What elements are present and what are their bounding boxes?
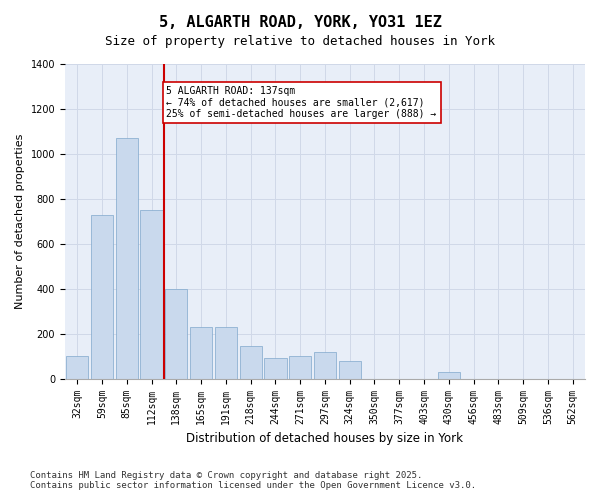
- Bar: [215, 327, 237, 378]
- Text: 5 ALGARTH ROAD: 137sqm
← 74% of detached houses are smaller (2,617)
25% of semi-: 5 ALGARTH ROAD: 137sqm ← 74% of detached…: [166, 86, 437, 119]
- Text: Contains HM Land Registry data © Crown copyright and database right 2025.
Contai: Contains HM Land Registry data © Crown c…: [30, 470, 476, 490]
- Bar: [140, 210, 163, 378]
- Bar: [66, 356, 88, 378]
- Bar: [116, 138, 138, 378]
- X-axis label: Distribution of detached houses by size in York: Distribution of detached houses by size …: [187, 432, 463, 445]
- Bar: [289, 356, 311, 378]
- Bar: [190, 327, 212, 378]
- Bar: [264, 358, 287, 378]
- Y-axis label: Number of detached properties: Number of detached properties: [15, 134, 25, 309]
- Bar: [91, 214, 113, 378]
- Text: 5, ALGARTH ROAD, YORK, YO31 1EZ: 5, ALGARTH ROAD, YORK, YO31 1EZ: [158, 15, 442, 30]
- Bar: [338, 360, 361, 378]
- Bar: [165, 289, 187, 378]
- Bar: [239, 346, 262, 378]
- Bar: [437, 372, 460, 378]
- Text: Size of property relative to detached houses in York: Size of property relative to detached ho…: [105, 35, 495, 48]
- Bar: [314, 352, 336, 378]
